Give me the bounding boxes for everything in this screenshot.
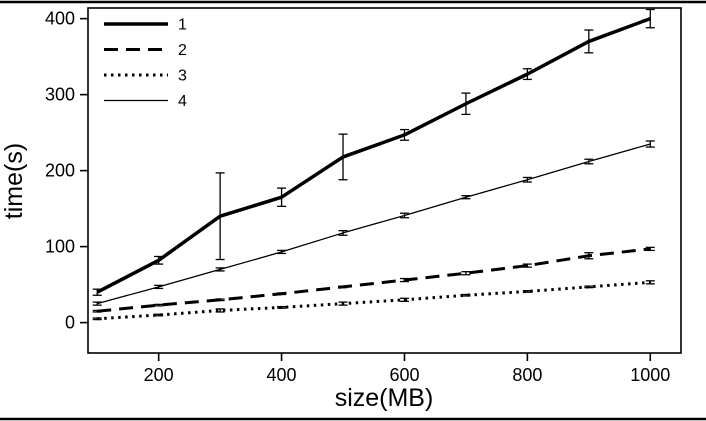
- plot-generated: 200 400 600 800 1000 0 100 200 300 400 1 2 3 4: [45, 9, 670, 385]
- series-line-2: [97, 247, 651, 313]
- y-axis-title: time(s): [0, 143, 28, 219]
- legend-label-4: 4: [178, 93, 187, 110]
- y-tick-label: 100: [45, 237, 75, 257]
- y-tick-label: 0: [65, 313, 75, 333]
- x-axis-title: size(MB): [335, 384, 434, 412]
- x-tick-label: 1000: [630, 365, 670, 385]
- x-tick-label: 600: [389, 365, 419, 385]
- legend-label-2: 2: [178, 42, 187, 59]
- series-line-1: [96, 16, 651, 294]
- x-tick-label: 800: [512, 365, 542, 385]
- y-tick-label: 200: [45, 161, 75, 181]
- x-tick-label: 200: [144, 365, 174, 385]
- plot-frame: [87, 7, 682, 354]
- legend-label-1: 1: [178, 17, 187, 34]
- legend-label-3: 3: [178, 68, 187, 85]
- x-tick-label: 400: [267, 365, 297, 385]
- series-line-3: [97, 280, 651, 321]
- series-line-4: [97, 143, 651, 305]
- y-tick-label: 400: [45, 9, 75, 29]
- y-tick-label: 300: [45, 85, 75, 105]
